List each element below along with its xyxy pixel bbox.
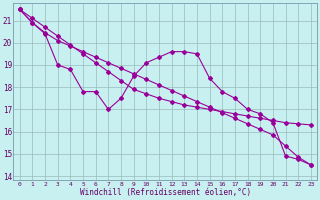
X-axis label: Windchill (Refroidissement éolien,°C): Windchill (Refroidissement éolien,°C) [80,188,251,197]
